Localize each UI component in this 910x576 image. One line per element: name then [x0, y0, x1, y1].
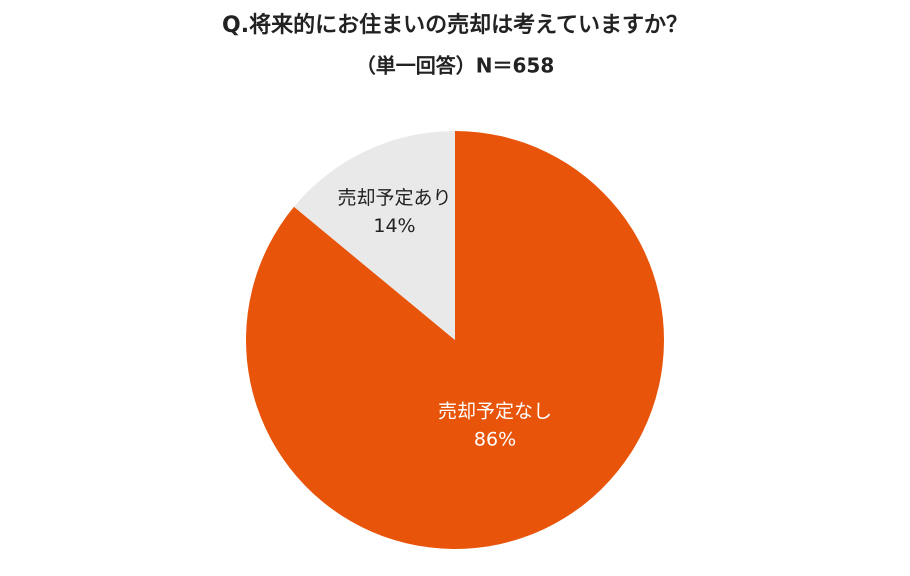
- slice-label: 売却予定あり: [337, 187, 451, 209]
- chart-title: Q.将来的にお住まいの売却は考えていますか？: [222, 12, 688, 38]
- slice-label: 売却予定なし: [438, 401, 552, 423]
- chart-subtitle: （単一回答）N＝658: [356, 54, 555, 78]
- pie-slice: [293, 131, 455, 340]
- slice-value-label: 14%: [373, 215, 415, 237]
- slice-value-label: 86%: [474, 429, 516, 451]
